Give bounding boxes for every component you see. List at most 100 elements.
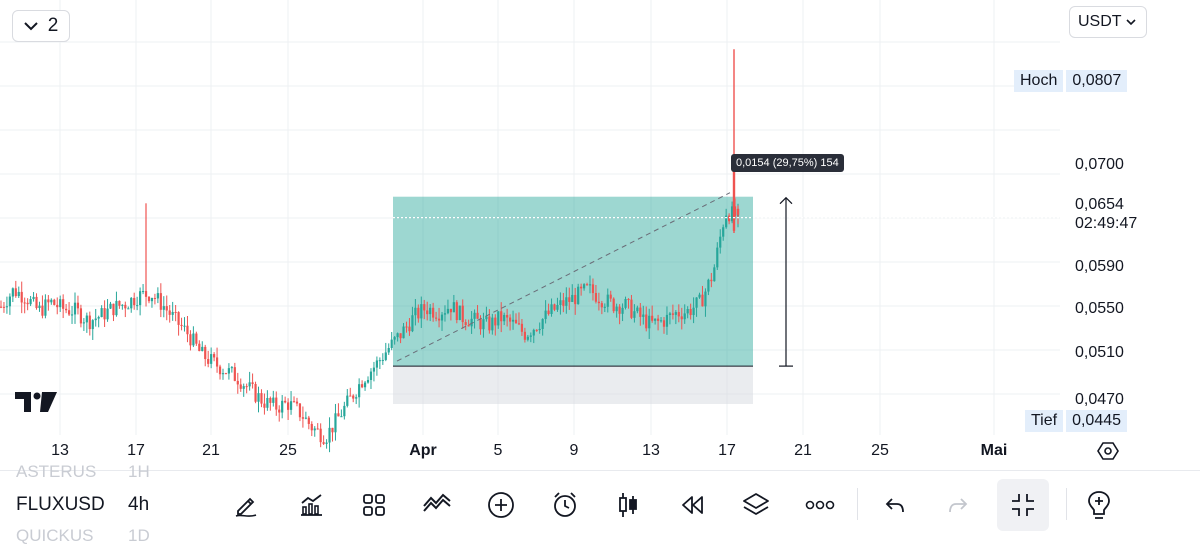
candle-body bbox=[535, 329, 538, 331]
symbol-list-item[interactable]: ASTERUS 1H bbox=[16, 462, 150, 482]
symbol-list-item-active[interactable]: FLUXUSD 4h bbox=[16, 494, 149, 516]
candle-body bbox=[32, 296, 35, 300]
candle-body bbox=[62, 299, 65, 309]
candle-body bbox=[565, 297, 568, 306]
candle-body bbox=[562, 300, 565, 306]
candle-body bbox=[571, 294, 574, 302]
candle-body bbox=[399, 333, 402, 339]
candle-body bbox=[636, 307, 639, 312]
candle-body bbox=[313, 428, 316, 431]
exit-fullscreen-icon[interactable] bbox=[997, 479, 1049, 531]
high-badge: Hoch 0,0807 bbox=[1014, 70, 1128, 92]
candle-body bbox=[331, 427, 334, 433]
candle-body bbox=[260, 393, 263, 404]
price-tick: 0,0700 bbox=[1075, 156, 1124, 173]
candle-body bbox=[180, 324, 183, 327]
candle-body bbox=[14, 288, 17, 297]
redo-icon[interactable] bbox=[941, 488, 975, 522]
candle-body bbox=[692, 307, 695, 316]
candle-body bbox=[437, 318, 441, 321]
candle-body bbox=[497, 311, 500, 326]
candle-body bbox=[728, 215, 731, 222]
candle-body bbox=[585, 284, 589, 286]
undo-icon[interactable] bbox=[878, 488, 912, 522]
candle-body bbox=[405, 326, 408, 328]
candle-body bbox=[88, 315, 91, 330]
candle-body bbox=[538, 328, 541, 331]
time-tick: 17 bbox=[127, 442, 145, 459]
candle-body bbox=[511, 319, 515, 322]
candle-body bbox=[307, 417, 310, 424]
candle-type-icon[interactable] bbox=[611, 488, 645, 522]
tradingview-logo-icon bbox=[15, 392, 57, 417]
candle-body bbox=[582, 284, 586, 289]
candle-body bbox=[224, 373, 228, 375]
toolbar-divider bbox=[857, 488, 858, 520]
replay-icon[interactable] bbox=[675, 488, 709, 522]
currency-select[interactable]: USDT bbox=[1069, 6, 1147, 38]
candle-body bbox=[633, 311, 636, 318]
candle-body bbox=[689, 309, 692, 316]
indicators-icon[interactable] bbox=[294, 488, 328, 522]
time-tick: 9 bbox=[569, 442, 579, 459]
candle-body bbox=[272, 397, 275, 403]
price-tick: 0,0550 bbox=[1075, 300, 1124, 317]
layout-grid-icon[interactable] bbox=[357, 488, 391, 522]
price-tick: 0,0590 bbox=[1075, 258, 1124, 275]
panel-count-button[interactable]: 2 bbox=[12, 10, 70, 42]
layers-icon[interactable] bbox=[739, 488, 773, 522]
symbol-list-item[interactable]: QUICKUS 1D bbox=[16, 526, 150, 546]
candle-body bbox=[82, 322, 85, 324]
candle-body bbox=[577, 286, 580, 305]
candle-body bbox=[70, 314, 74, 316]
more-icon[interactable] bbox=[803, 488, 837, 522]
candle-body bbox=[517, 323, 521, 325]
alert-icon[interactable] bbox=[548, 488, 582, 522]
candle-body bbox=[165, 306, 168, 311]
candle-body bbox=[44, 299, 47, 316]
chart-area[interactable]: 2 USDT Hoch 0,0807 0,0700 0,0654 02:49:4… bbox=[0, 0, 1155, 470]
candle-body bbox=[553, 304, 556, 310]
candle-body bbox=[429, 307, 432, 315]
candle-body bbox=[432, 307, 435, 318]
candle-body bbox=[716, 247, 719, 268]
candle-body bbox=[133, 297, 136, 306]
time-tick: 21 bbox=[794, 442, 812, 459]
candle-body bbox=[230, 367, 233, 369]
candle-body bbox=[227, 368, 231, 374]
candle-body bbox=[659, 320, 663, 322]
candle-body bbox=[124, 304, 127, 309]
candle-body bbox=[414, 307, 417, 316]
drawing-tools-icon[interactable] bbox=[420, 488, 454, 522]
idea-icon[interactable] bbox=[1082, 488, 1116, 522]
candle-body bbox=[639, 307, 642, 317]
candle-body bbox=[316, 428, 319, 430]
candle-body bbox=[674, 312, 677, 315]
candle-body bbox=[363, 382, 367, 388]
candle-body bbox=[352, 395, 355, 399]
candle-body bbox=[455, 302, 458, 321]
candle-body bbox=[434, 317, 438, 319]
candle-body bbox=[287, 402, 290, 410]
candle-body bbox=[732, 167, 736, 231]
settings-icon[interactable] bbox=[1097, 440, 1119, 467]
candle-body bbox=[17, 291, 20, 297]
candle-body bbox=[541, 319, 544, 329]
time-tick: Apr bbox=[409, 442, 437, 459]
candle-body bbox=[384, 352, 387, 360]
candle-body bbox=[355, 397, 358, 399]
candle-body bbox=[127, 308, 130, 310]
pencil-icon[interactable] bbox=[229, 488, 263, 522]
candle-body bbox=[470, 318, 473, 327]
symbol-name: QUICKUS bbox=[16, 526, 94, 545]
candle-body bbox=[506, 314, 509, 318]
candle-body bbox=[236, 380, 239, 385]
time-tick: 13 bbox=[642, 442, 660, 459]
candle-body bbox=[29, 299, 32, 305]
candlestick-chart[interactable] bbox=[0, 0, 1155, 470]
add-icon[interactable] bbox=[484, 488, 518, 522]
candle-body bbox=[677, 312, 680, 317]
candle-body bbox=[381, 359, 384, 361]
candle-body bbox=[485, 316, 488, 320]
candle-body bbox=[396, 333, 399, 338]
